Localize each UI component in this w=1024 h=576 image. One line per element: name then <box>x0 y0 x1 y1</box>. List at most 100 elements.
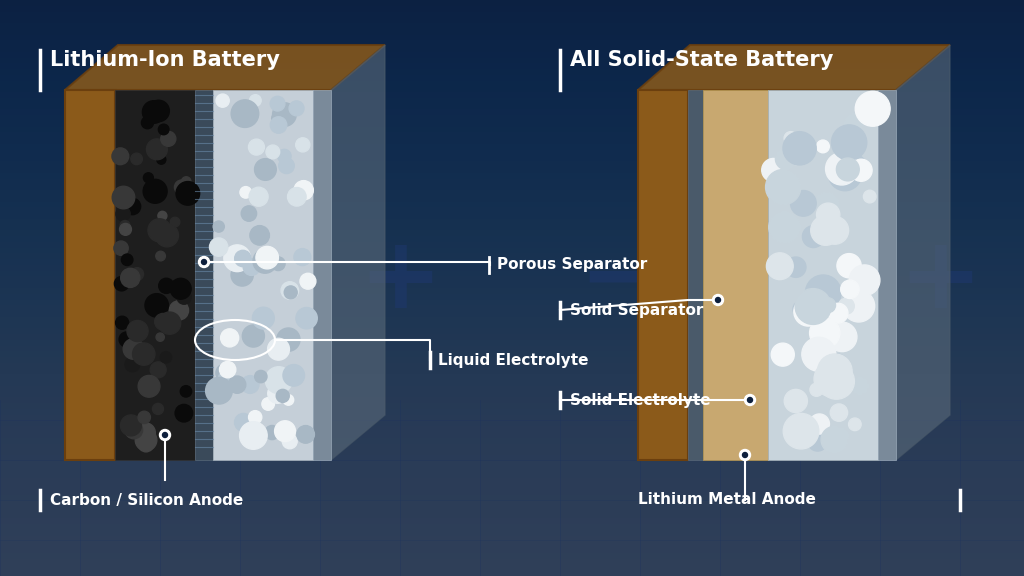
FancyBboxPatch shape <box>703 90 768 460</box>
Circle shape <box>783 414 819 449</box>
Circle shape <box>249 411 262 424</box>
Circle shape <box>283 434 297 449</box>
Circle shape <box>793 301 809 317</box>
Circle shape <box>158 211 167 221</box>
FancyBboxPatch shape <box>313 90 331 460</box>
Circle shape <box>115 276 129 291</box>
Circle shape <box>122 254 133 266</box>
Circle shape <box>145 294 168 317</box>
Circle shape <box>244 259 260 275</box>
Polygon shape <box>638 45 950 90</box>
Circle shape <box>127 320 148 342</box>
Circle shape <box>771 343 795 366</box>
Circle shape <box>138 376 160 397</box>
Circle shape <box>828 304 848 323</box>
Circle shape <box>863 190 876 203</box>
Circle shape <box>243 325 264 347</box>
Circle shape <box>253 249 278 273</box>
Circle shape <box>739 449 751 460</box>
Text: Porous Separator: Porous Separator <box>497 257 647 272</box>
Circle shape <box>808 431 827 451</box>
Circle shape <box>242 206 257 221</box>
Text: All Solid-State Battery: All Solid-State Battery <box>570 50 834 70</box>
Circle shape <box>143 179 167 203</box>
FancyBboxPatch shape <box>768 90 878 460</box>
Circle shape <box>843 290 874 322</box>
Circle shape <box>748 397 753 403</box>
Circle shape <box>814 192 840 217</box>
Text: −: − <box>579 232 662 328</box>
Polygon shape <box>331 45 385 460</box>
Circle shape <box>156 224 178 247</box>
Circle shape <box>220 329 239 347</box>
Circle shape <box>810 318 840 348</box>
Circle shape <box>791 191 816 216</box>
Circle shape <box>159 278 174 293</box>
FancyBboxPatch shape <box>195 90 213 460</box>
Circle shape <box>125 421 142 439</box>
Circle shape <box>121 415 141 436</box>
Circle shape <box>783 132 816 165</box>
Circle shape <box>845 113 864 132</box>
Circle shape <box>281 282 299 300</box>
Circle shape <box>132 343 155 365</box>
Circle shape <box>849 418 861 431</box>
Circle shape <box>249 139 264 155</box>
Circle shape <box>240 422 267 449</box>
Circle shape <box>210 238 227 256</box>
Circle shape <box>850 159 872 181</box>
Circle shape <box>276 389 289 403</box>
Circle shape <box>775 148 798 170</box>
Circle shape <box>818 363 854 399</box>
Circle shape <box>270 96 285 111</box>
Circle shape <box>835 429 849 443</box>
Circle shape <box>266 145 280 159</box>
Circle shape <box>147 219 171 242</box>
Circle shape <box>159 124 169 135</box>
Circle shape <box>278 149 291 163</box>
Text: −: − <box>58 232 142 328</box>
Circle shape <box>234 414 252 431</box>
Circle shape <box>271 111 288 126</box>
Circle shape <box>809 414 829 434</box>
Circle shape <box>837 253 861 278</box>
Circle shape <box>112 148 129 165</box>
Circle shape <box>114 241 128 255</box>
Text: Solid Separator: Solid Separator <box>570 302 703 317</box>
Circle shape <box>253 307 274 329</box>
Text: +: + <box>358 232 442 328</box>
Circle shape <box>803 226 824 248</box>
Circle shape <box>125 357 140 372</box>
Circle shape <box>817 354 852 389</box>
Circle shape <box>119 332 134 347</box>
Circle shape <box>174 180 189 195</box>
Circle shape <box>716 297 721 302</box>
Circle shape <box>837 158 859 181</box>
Circle shape <box>231 100 259 127</box>
Circle shape <box>271 257 285 271</box>
Text: Lithium-Ion Battery: Lithium-Ion Battery <box>50 50 280 70</box>
Circle shape <box>218 371 236 388</box>
Circle shape <box>265 426 280 439</box>
Circle shape <box>206 377 232 404</box>
Circle shape <box>135 429 157 451</box>
Circle shape <box>831 125 866 160</box>
Circle shape <box>784 389 807 412</box>
Circle shape <box>175 404 193 422</box>
Circle shape <box>821 426 848 453</box>
Circle shape <box>138 437 154 452</box>
Circle shape <box>294 249 311 266</box>
Circle shape <box>155 313 171 330</box>
Circle shape <box>120 223 131 236</box>
Circle shape <box>159 312 180 334</box>
Circle shape <box>249 187 268 206</box>
Circle shape <box>762 158 785 182</box>
Circle shape <box>113 186 135 209</box>
Circle shape <box>802 338 836 372</box>
FancyBboxPatch shape <box>115 90 195 460</box>
Circle shape <box>742 453 748 457</box>
Circle shape <box>816 140 829 153</box>
Circle shape <box>177 290 191 304</box>
Circle shape <box>288 188 306 206</box>
Circle shape <box>157 155 166 164</box>
